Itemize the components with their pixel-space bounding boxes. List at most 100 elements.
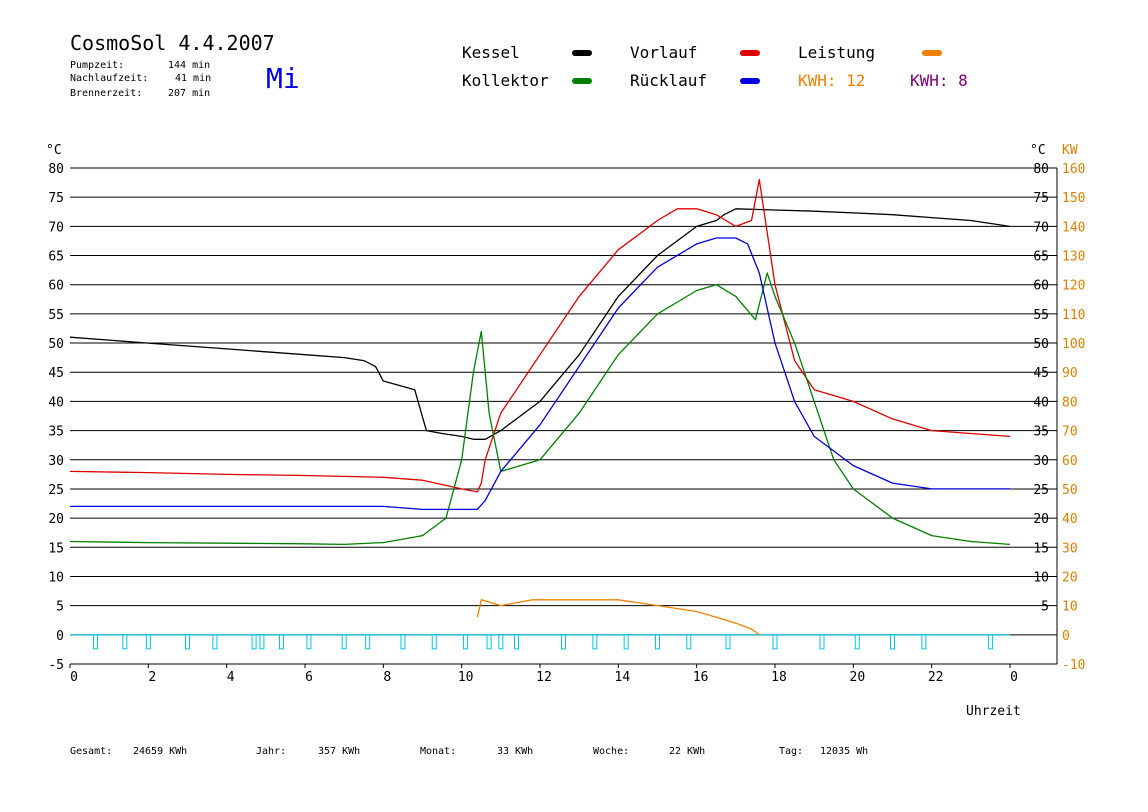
y-tick-label-left: 20 (48, 512, 64, 527)
y-tick-label-right: 5 (1041, 600, 1049, 615)
y-unit-right-temp: °C (1030, 143, 1046, 158)
pump-pulse (92, 634, 98, 650)
y-tick-label-left: 25 (48, 483, 64, 498)
stat-label: Nachlaufzeit: (70, 73, 148, 84)
y-tick-label-right: 15 (1033, 541, 1049, 556)
x-tick-label: 12 (536, 670, 552, 685)
x-tick-label: 8 (383, 670, 391, 685)
chart-title: CosmoSol 4.4.2007 (70, 31, 275, 55)
y-tick-label-right: 10 (1033, 570, 1049, 585)
x-tick-label: 0 (1010, 670, 1018, 685)
kw-tick-label: 110 (1062, 308, 1085, 323)
footer-label: Gesamt: (70, 746, 112, 757)
footer-label: Monat: (420, 746, 456, 757)
kw-tick-label: 20 (1062, 570, 1078, 585)
y-tick-label-left: 5 (56, 600, 64, 615)
y-tick-label-left: 35 (48, 425, 64, 440)
pump-pulse (145, 634, 151, 650)
x-tick-label: 20 (850, 670, 866, 685)
series-line-kessel (69, 208, 1011, 440)
y-tick-label-right: 40 (1033, 395, 1049, 410)
y-tick-label-left: 80 (48, 162, 64, 177)
kw-tick-label: 40 (1062, 512, 1078, 527)
y-tick-label-right: 75 (1033, 191, 1049, 206)
y-unit-right-kw: KW (1062, 143, 1078, 158)
pump-pulse (725, 634, 731, 650)
pump-pulse (400, 634, 406, 650)
kw-tick-label: 10 (1062, 600, 1078, 615)
kwh-orange: KWH: 12 (798, 71, 865, 90)
y-tick-label-left: 40 (48, 395, 64, 410)
footer: Gesamt: 24659 KWh Jahr: 357 KWh Monat: 3… (70, 746, 868, 757)
x-tick-label: 6 (305, 670, 313, 685)
legend-swatch-vorlauf (740, 50, 760, 56)
stat-label: Brennerzeit: (70, 88, 142, 99)
pump-pulse (251, 634, 257, 650)
y-tick-label-right: 55 (1033, 308, 1049, 323)
kw-tick-label: 130 (1062, 250, 1085, 265)
legend: Kessel Vorlauf Leistung Kollektor Rückla… (462, 43, 968, 90)
y-tick-label-left: 70 (48, 220, 64, 235)
x-tick-label: 4 (227, 670, 235, 685)
stat-value: 207 min (168, 88, 210, 99)
footer-value: 22 KWh (669, 746, 705, 757)
pump-pulse (486, 634, 492, 650)
grid (70, 167, 1058, 665)
day-label: Mi (266, 62, 300, 95)
kw-tick-label: 90 (1062, 366, 1078, 381)
stat-value: 144 min (168, 60, 210, 71)
y-tick-label-left: 60 (48, 279, 64, 294)
x-tick-label: 22 (928, 670, 944, 685)
pump-pulse (463, 634, 469, 650)
y-tick-label-right: 65 (1033, 250, 1049, 265)
series-line-leistung (476, 599, 760, 636)
pump-pulse (259, 634, 265, 650)
x-tick-label: 14 (615, 670, 631, 685)
pump-pulse (306, 634, 312, 650)
y-tick-label-right: 25 (1033, 483, 1049, 498)
pump-pulse (987, 634, 993, 650)
y-tick-label-left: 45 (48, 366, 64, 381)
kw-tick-label: 100 (1062, 337, 1085, 352)
kw-tick-label: 30 (1062, 541, 1078, 556)
stats-block: Pumpzeit: 144 min Nachlaufzeit: 41 min B… (70, 60, 211, 99)
y-tick-label-right: 45 (1033, 366, 1049, 381)
x-tick-label: 18 (771, 670, 787, 685)
footer-value: 12035 Wh (820, 746, 868, 757)
kw-tick-label: 160 (1062, 162, 1085, 177)
x-tick-label: 0 (70, 670, 78, 685)
footer-label: Jahr: (256, 746, 286, 757)
pump-pulse (279, 634, 284, 650)
y-tick-label-left: 15 (48, 541, 64, 556)
legend-label-kollektor: Kollektor (462, 71, 549, 90)
legend-swatch-kollektor (572, 78, 592, 84)
x-tick-label: 10 (458, 670, 474, 685)
y-tick-label-left: 50 (48, 337, 64, 352)
pump-pulse (890, 634, 895, 650)
kw-tick-label: -10 (1062, 658, 1085, 673)
pump-pulse (921, 634, 927, 650)
y-tick-label-right: 35 (1033, 425, 1049, 440)
footer-value: 24659 KWh (133, 746, 187, 757)
kw-tick-label: 120 (1062, 279, 1085, 294)
kwh-purple: KWH: 8 (910, 71, 968, 90)
pump-pulse (341, 634, 347, 650)
legend-swatch-ruecklauf (740, 78, 760, 84)
series-line-vorlauf (69, 179, 1011, 493)
y-tick-label-left: 65 (48, 250, 64, 265)
pump-pulse (185, 634, 190, 650)
footer-label: Tag: (779, 746, 803, 757)
y-tick-label-left: 30 (48, 454, 64, 469)
x-tick-label: 16 (693, 670, 709, 685)
kw-tick-label: 0 (1062, 629, 1070, 644)
kw-tick-label: 50 (1062, 483, 1078, 498)
kw-tick-label: 80 (1062, 395, 1078, 410)
pump-pulse (514, 634, 519, 650)
pump-pulse (431, 634, 437, 650)
stat-value: 41 min (175, 73, 211, 84)
pump-pulse (655, 634, 660, 650)
legend-swatch-kessel (572, 50, 592, 56)
pump-pulse (686, 634, 692, 650)
y-tick-label-right: 20 (1033, 512, 1049, 527)
pump-pulse (623, 634, 629, 650)
